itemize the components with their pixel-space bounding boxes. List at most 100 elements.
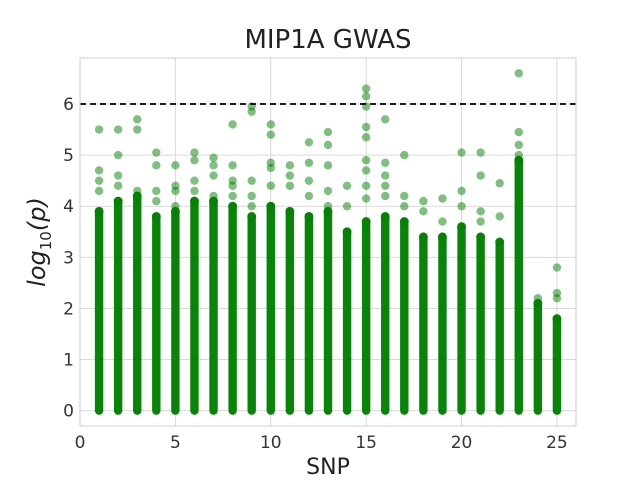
y-axis-label-suffix: (p) bbox=[23, 197, 51, 231]
data-point bbox=[304, 138, 314, 147]
x-tick-label: 15 bbox=[355, 433, 377, 453]
dense-point-column bbox=[152, 212, 161, 415]
y-axis-label-subscript: 10 bbox=[37, 231, 55, 250]
data-point bbox=[399, 217, 409, 227]
dense-point-column bbox=[304, 212, 314, 415]
x-tick-label: 10 bbox=[260, 433, 282, 453]
data-point bbox=[113, 125, 123, 134]
y-tick-label: 2 bbox=[63, 299, 74, 319]
dense-point-column bbox=[113, 196, 123, 415]
y-tick-label: 4 bbox=[63, 197, 74, 217]
data-point bbox=[457, 148, 466, 157]
data-point bbox=[94, 166, 104, 175]
data-point bbox=[361, 156, 371, 165]
data-point bbox=[285, 171, 295, 180]
data-point bbox=[152, 161, 161, 170]
data-point bbox=[418, 232, 428, 242]
data-point bbox=[189, 196, 199, 206]
data-point bbox=[381, 181, 390, 190]
data-point bbox=[266, 120, 275, 129]
data-point bbox=[171, 202, 180, 211]
data-point bbox=[514, 127, 523, 137]
dense-point-column bbox=[457, 222, 466, 415]
data-point bbox=[342, 227, 352, 237]
dense-point-column bbox=[228, 202, 237, 415]
data-point bbox=[266, 201, 276, 211]
data-point bbox=[361, 181, 371, 190]
data-point bbox=[361, 133, 371, 142]
dense-point-column bbox=[381, 212, 390, 415]
data-point bbox=[171, 161, 180, 170]
data-point bbox=[361, 92, 371, 101]
data-point bbox=[304, 191, 314, 201]
data-point bbox=[361, 217, 371, 227]
data-point bbox=[476, 207, 485, 216]
data-point bbox=[133, 115, 142, 124]
data-point bbox=[457, 202, 466, 211]
data-point bbox=[495, 212, 504, 221]
data-point bbox=[113, 150, 123, 160]
data-points-dense bbox=[94, 155, 562, 415]
y-tick-label: 5 bbox=[63, 146, 74, 166]
data-point bbox=[380, 211, 390, 221]
x-tick-labels: 0 5 10 15 20 25 bbox=[75, 433, 568, 453]
data-point bbox=[476, 232, 486, 242]
dense-point-column bbox=[514, 156, 523, 415]
dense-point-column bbox=[552, 314, 562, 415]
data-point bbox=[113, 196, 123, 206]
data-point bbox=[419, 207, 428, 216]
data-point bbox=[419, 196, 428, 206]
data-point bbox=[342, 202, 352, 211]
data-point bbox=[552, 314, 562, 324]
data-point bbox=[113, 171, 123, 180]
dense-point-column bbox=[190, 196, 199, 415]
data-point bbox=[190, 176, 199, 185]
dense-point-column bbox=[342, 227, 352, 415]
x-tick-label: 0 bbox=[75, 433, 86, 453]
data-point bbox=[285, 161, 295, 170]
data-point bbox=[133, 186, 142, 196]
data-point bbox=[94, 176, 104, 185]
data-point bbox=[342, 181, 352, 190]
data-point bbox=[285, 206, 295, 216]
data-point bbox=[457, 186, 466, 196]
data-point bbox=[438, 194, 447, 203]
data-point bbox=[552, 263, 562, 272]
data-point bbox=[152, 196, 161, 206]
data-point bbox=[514, 150, 523, 160]
x-tick-label: 20 bbox=[451, 433, 473, 453]
dense-point-column bbox=[533, 299, 543, 415]
data-point bbox=[381, 158, 390, 167]
data-point bbox=[438, 217, 447, 226]
dense-point-column bbox=[361, 217, 371, 415]
data-point bbox=[247, 107, 256, 116]
data-point bbox=[495, 179, 504, 188]
dense-point-column bbox=[438, 232, 447, 415]
data-point bbox=[151, 211, 161, 221]
data-point bbox=[228, 181, 237, 190]
data-point bbox=[437, 232, 447, 242]
data-point bbox=[247, 202, 256, 211]
y-tick-label: 3 bbox=[63, 248, 74, 268]
data-point bbox=[209, 191, 218, 201]
data-point bbox=[209, 161, 218, 170]
data-point bbox=[152, 148, 161, 157]
data-point bbox=[247, 211, 257, 221]
dense-point-column bbox=[323, 207, 333, 415]
dense-point-column bbox=[133, 191, 142, 415]
data-point bbox=[94, 186, 104, 196]
data-point bbox=[266, 130, 275, 139]
data-point bbox=[247, 176, 256, 185]
data-point bbox=[323, 140, 333, 150]
data-point bbox=[209, 171, 218, 180]
data-point bbox=[266, 181, 275, 190]
data-point bbox=[400, 191, 409, 201]
data-point bbox=[533, 299, 543, 308]
dense-point-column bbox=[495, 237, 504, 415]
data-point bbox=[361, 122, 371, 132]
dense-point-column bbox=[209, 196, 218, 415]
data-point bbox=[285, 181, 295, 190]
y-tick-label: 1 bbox=[63, 351, 74, 371]
data-point bbox=[400, 150, 409, 160]
data-point bbox=[323, 127, 333, 137]
